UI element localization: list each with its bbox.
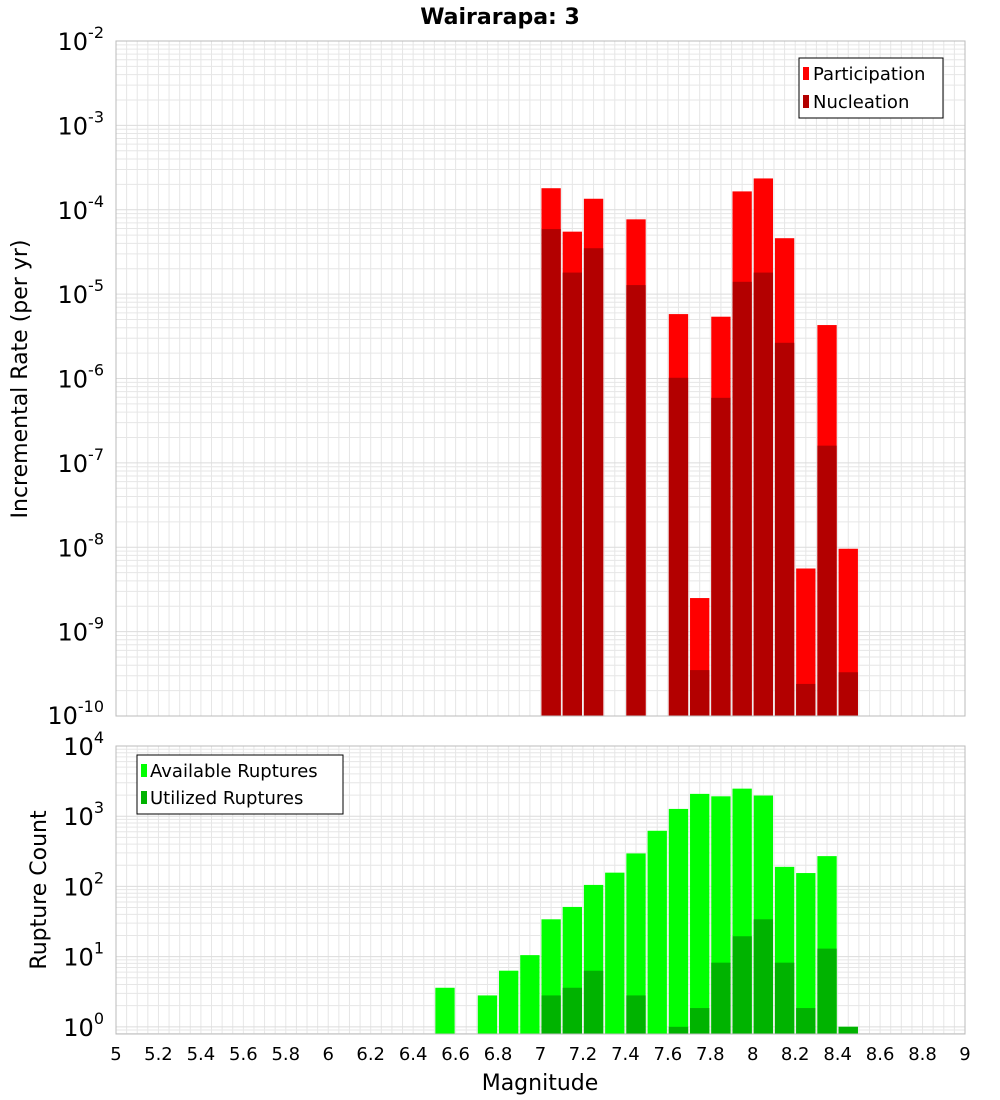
- available-ruptures-bar: [605, 872, 625, 1034]
- count-panel: 100 101 102 103 104 Rupture Count Available …: [27, 728, 971, 1096]
- nucleation-bar: [711, 397, 731, 716]
- x-tick-label: 8.4: [823, 1044, 852, 1065]
- rate-y-tick-labels: 10-10 10-9 10-8 10-7 10-6 10-5 10-4 10-3 10-2: [47, 23, 104, 730]
- x-tick-label: 6.2: [356, 1044, 385, 1065]
- y-tick-label: 103: [63, 798, 104, 831]
- utilized-legend-label: Utilized Ruptures: [150, 788, 303, 809]
- nucleation-bar: [583, 248, 604, 717]
- nucleation-bar: [796, 683, 816, 716]
- x-tick-label: 9: [959, 1044, 970, 1065]
- x-tick-label: 7.8: [696, 1044, 725, 1065]
- count-plot-frame: [115, 745, 966, 1035]
- utilized-ruptures-bar: [626, 995, 646, 1034]
- y-tick-label: 104: [63, 728, 104, 761]
- available-ruptures-bar: [435, 987, 455, 1034]
- available-ruptures-bar: [668, 808, 689, 1034]
- rate-legend-box: [798, 57, 944, 119]
- y-tick-label: 101: [63, 939, 104, 972]
- x-tick-label: 6.4: [399, 1044, 428, 1065]
- y-tick-label: 10-7: [58, 445, 105, 478]
- count-y-tick-labels: 100 101 102 103 104: [63, 728, 104, 1042]
- nucleation-bar: [838, 672, 858, 716]
- x-tick-label: 6.8: [484, 1044, 513, 1065]
- x-tick-label: 5: [110, 1044, 121, 1065]
- nucleation-bar: [562, 272, 582, 716]
- rate-gridlines: [115, 40, 966, 717]
- available-legend-label: Available Ruptures: [150, 761, 318, 782]
- y-tick-label: 10-8: [58, 529, 105, 562]
- x-tick-label: 7.6: [654, 1044, 683, 1065]
- utilized-ruptures-bar: [668, 1026, 689, 1034]
- participation-legend-swatch: [803, 67, 809, 80]
- nucleation-bar: [774, 342, 795, 716]
- rate-legend: Participation Nucleation: [798, 57, 944, 119]
- utilized-ruptures-bar: [753, 919, 774, 1034]
- y-tick-label: 102: [63, 868, 104, 901]
- available-ruptures-bar: [499, 970, 519, 1034]
- available-ruptures-bar: [520, 955, 540, 1034]
- y-tick-label: 100: [63, 1009, 104, 1042]
- utilized-ruptures-bar: [583, 970, 604, 1034]
- utilized-ruptures-bar: [796, 1008, 816, 1034]
- participation-bar: [796, 568, 816, 716]
- utilized-ruptures-bar: [562, 987, 582, 1034]
- x-tick-label: 8.2: [781, 1044, 810, 1065]
- available-ruptures-bar: [626, 853, 646, 1034]
- nucleation-bar: [753, 272, 774, 716]
- utilized-ruptures-bar: [541, 995, 561, 1034]
- nucleation-legend-label: Nucleation: [813, 92, 909, 113]
- x-tick-label: 6.6: [441, 1044, 470, 1065]
- y-tick-label: 10-5: [58, 276, 105, 309]
- nucleation-legend-swatch: [803, 95, 809, 108]
- nucleation-bar: [817, 445, 837, 716]
- y-tick-label: 10-6: [58, 361, 105, 394]
- utilized-ruptures-bar: [774, 962, 795, 1034]
- count-y-axis-label: Rupture Count: [27, 810, 52, 970]
- x-tick-label: 7.2: [569, 1044, 598, 1065]
- x-tick-label: 5.4: [187, 1044, 216, 1065]
- count-legend: Available Ruptures Utilized Ruptures: [136, 754, 344, 815]
- available-ruptures-bar: [796, 873, 816, 1034]
- utilized-ruptures-bar: [711, 962, 731, 1034]
- utilized-ruptures-bar: [817, 948, 837, 1034]
- rate-plot-frame: [115, 40, 966, 717]
- available-ruptures-bar: [690, 793, 710, 1034]
- x-tick-label: 5.2: [144, 1044, 173, 1065]
- y-tick-label: 10-3: [58, 107, 105, 140]
- utilized-legend-swatch: [141, 791, 147, 804]
- available-ruptures-bar: [647, 830, 667, 1034]
- x-tick-label: 5.6: [229, 1044, 258, 1065]
- utilized-ruptures-bar: [838, 1026, 858, 1034]
- x-tick-label: 8.6: [866, 1044, 895, 1065]
- count-bars: [435, 788, 858, 1034]
- count-legend-box: [136, 754, 344, 815]
- utilized-ruptures-bar: [690, 1008, 710, 1034]
- y-tick-label: 10-9: [58, 614, 105, 647]
- x-axis-label: Magnitude: [482, 1071, 599, 1096]
- y-tick-label: 10-4: [58, 192, 105, 225]
- x-tick-label: 5.8: [271, 1044, 300, 1065]
- rate-bars: [541, 178, 858, 717]
- utilized-ruptures-bar: [732, 936, 752, 1034]
- nucleation-bar: [732, 281, 752, 716]
- participation-legend-label: Participation: [813, 64, 925, 85]
- x-tick-label: 6: [323, 1044, 334, 1065]
- rate-y-axis-label: Incremental Rate (per yr): [8, 240, 33, 519]
- chart-title: Wairarapa: 3: [420, 5, 580, 30]
- nucleation-bar: [690, 670, 710, 716]
- x-tick-label: 7.4: [611, 1044, 640, 1065]
- count-x-tick-labels: 5 5.2 5.4 5.6 5.8 6 6.2 6.4 6.6 6.8 7 7.2 7.4 7.6 7.8 8…: [110, 1044, 970, 1065]
- nucleation-bar: [668, 377, 689, 716]
- nucleation-bar: [541, 229, 561, 717]
- nucleation-bar: [626, 285, 646, 716]
- x-tick-label: 7: [535, 1044, 546, 1065]
- y-tick-label: 10-2: [58, 23, 105, 56]
- x-tick-label: 8.8: [908, 1044, 937, 1065]
- x-tick-label: 8: [747, 1044, 758, 1065]
- available-legend-swatch: [141, 764, 147, 777]
- rate-panel: 10-10 10-9 10-8 10-7 10-6 10-5 10-4 10-3 10-2 In…: [8, 23, 966, 730]
- available-ruptures-bar: [477, 995, 498, 1034]
- y-tick-label: 10-10: [47, 697, 104, 730]
